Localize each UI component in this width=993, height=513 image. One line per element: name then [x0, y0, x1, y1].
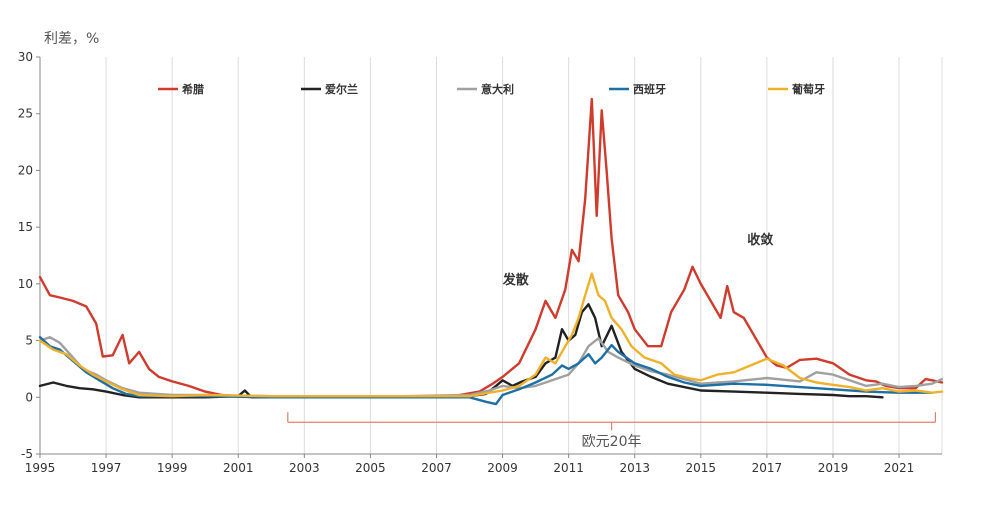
x-tick-label: 2021: [884, 461, 915, 475]
x-tick-label: 2009: [487, 461, 518, 475]
x-tick-label: 1997: [91, 461, 122, 475]
series-line-4: [38, 336, 934, 406]
y-axis-label: 利差，%: [44, 31, 99, 47]
x-tick-label: 2017: [752, 461, 783, 475]
legend-label: 葡萄牙: [791, 82, 825, 96]
y-tick-label: 25: [18, 107, 33, 121]
x-tick-label: 2001: [223, 461, 254, 475]
series-layer: [38, 97, 944, 406]
legend-label: 希腊: [181, 82, 204, 96]
x-tick-label: 1995: [25, 461, 56, 475]
x-tick-label: 2015: [686, 461, 717, 475]
y-tick-label: 30: [18, 50, 33, 64]
legend-label: 意大利: [481, 82, 514, 96]
y-tick-label: 5: [25, 334, 33, 348]
x-tick-label: 2011: [553, 461, 584, 475]
legend-label: 爱尔兰: [325, 82, 358, 96]
legend-label: 西班牙: [633, 82, 666, 96]
y-tick-label: -5: [21, 447, 33, 461]
chart-annotation: 收敛: [747, 232, 773, 248]
legend: 希腊 爱尔兰 意大利 西班牙 葡萄牙: [158, 82, 825, 96]
euro-bracket-label: 欧元20年: [582, 434, 642, 450]
y-tick-label: 20: [18, 163, 33, 177]
x-tick-label: 2013: [619, 461, 650, 475]
series-line-5: [38, 272, 944, 398]
y-tick-label: 10: [18, 277, 33, 291]
y-tick-label: 0: [25, 390, 33, 404]
x-tick-label: 2019: [818, 461, 849, 475]
x-tick-label: 2007: [421, 461, 452, 475]
x-tick-label: 1999: [157, 461, 188, 475]
x-tick-label: 2005: [355, 461, 386, 475]
chart-annotation: 发散: [502, 272, 530, 288]
y-tick-label: 15: [18, 220, 33, 234]
x-tick-label: 2003: [289, 461, 320, 475]
series-line-1: [38, 97, 944, 399]
